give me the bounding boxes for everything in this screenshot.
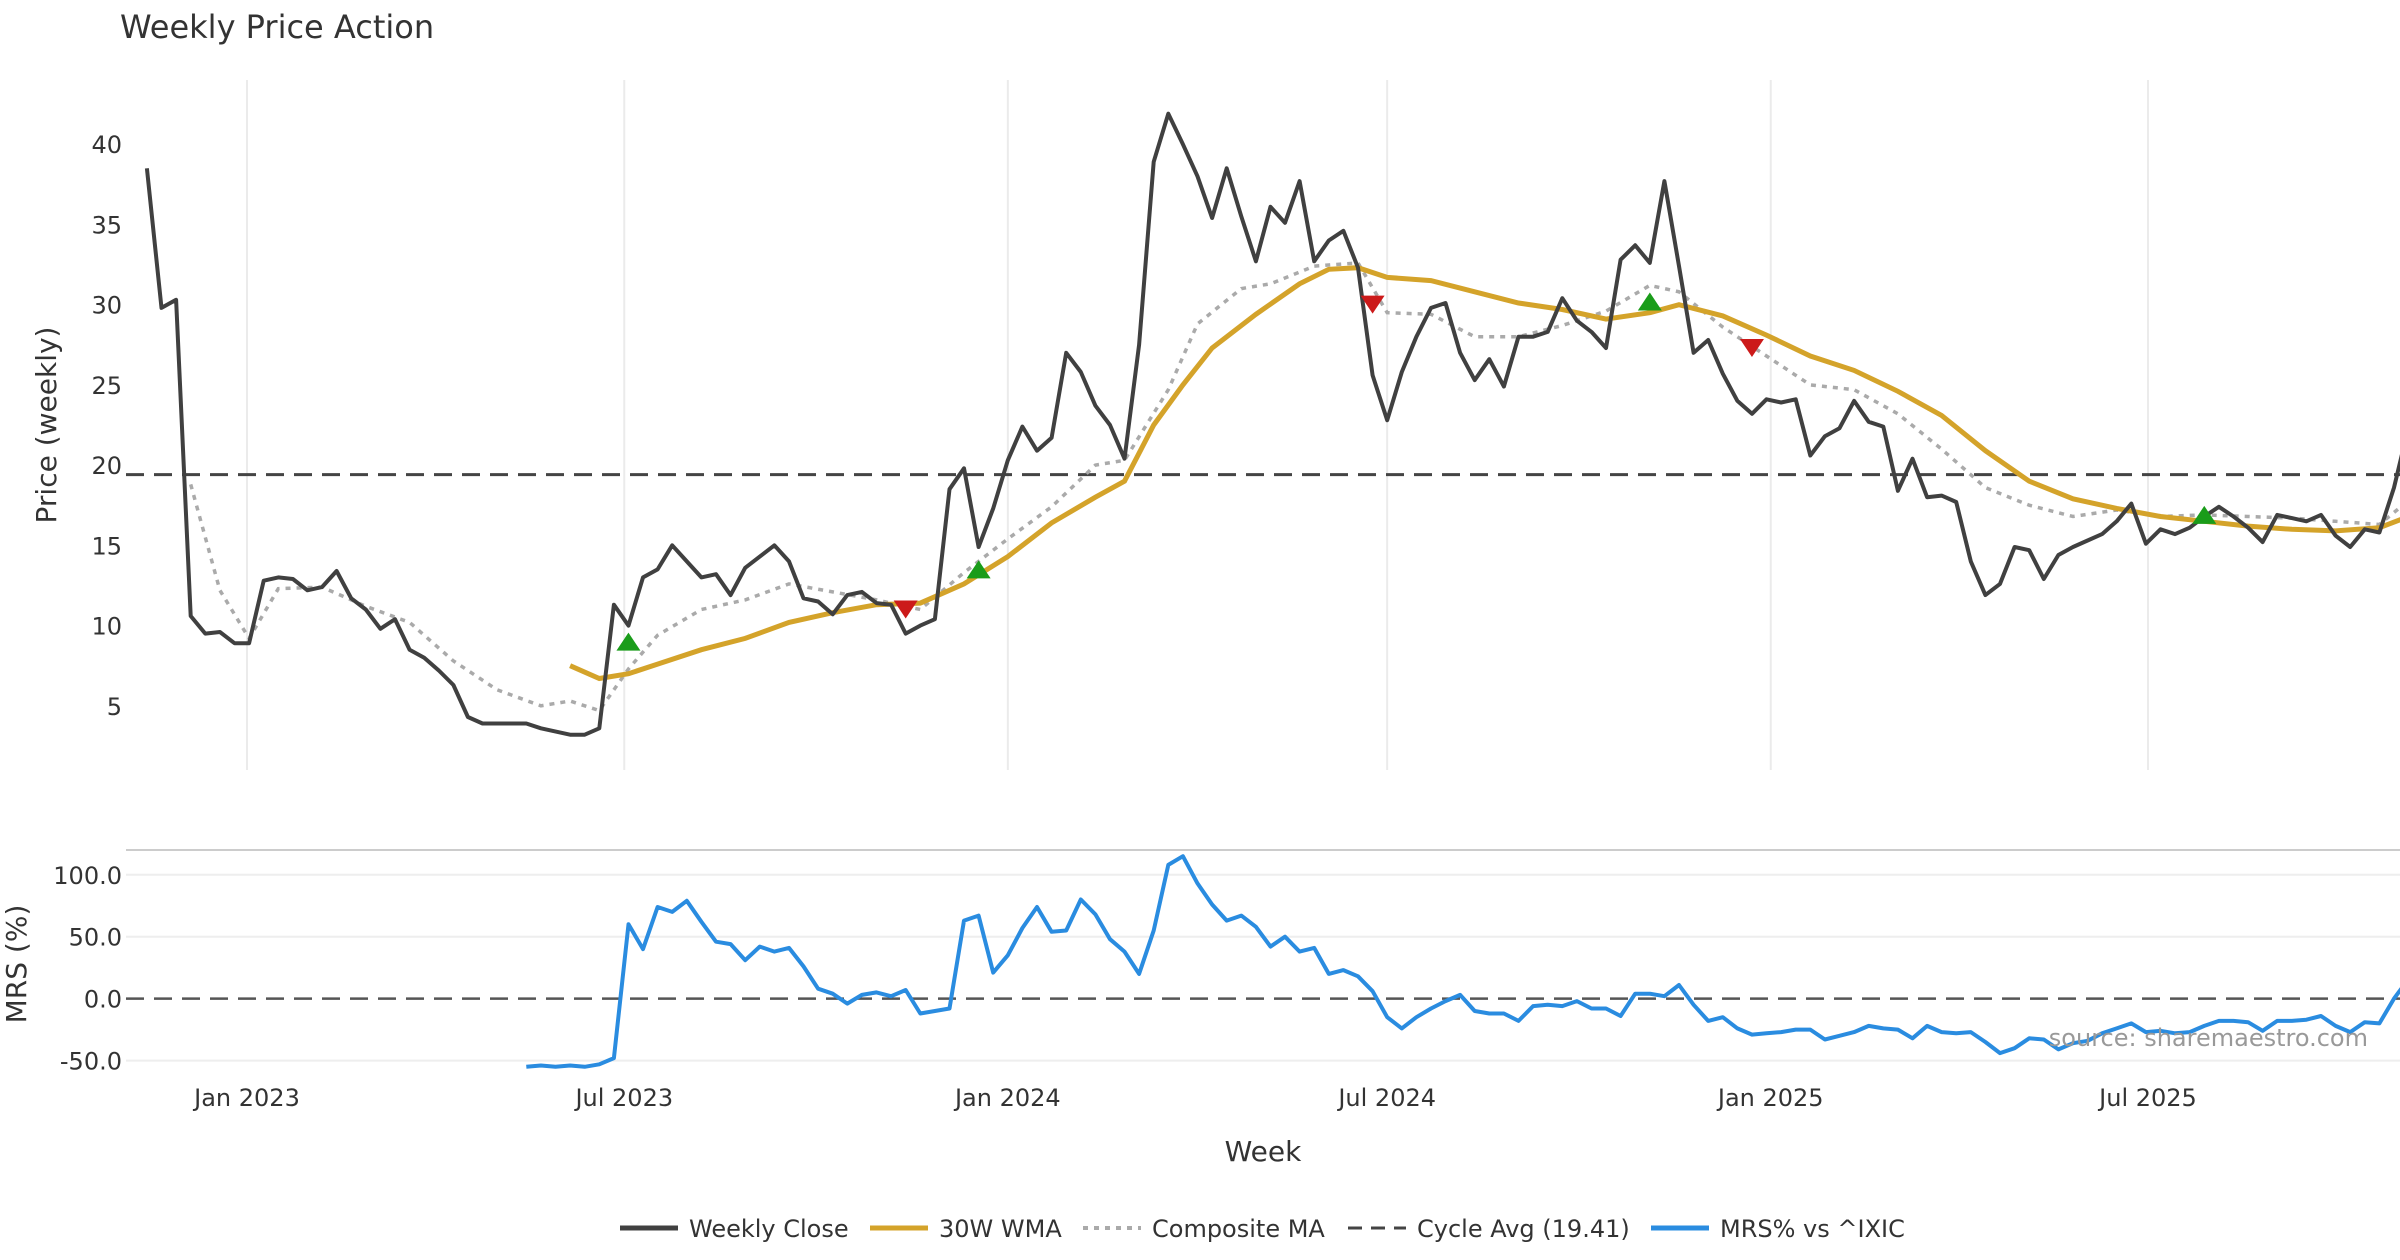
price-y-tick-label: 35 — [91, 211, 122, 239]
price-y-ticks: 5 10 15 20 25 30 35 40 — [91, 131, 122, 721]
price-y-tick-label: 5 — [107, 693, 122, 721]
legend: Weekly Close 30W WMA Composite MA Cycle Avg… — [620, 1215, 1905, 1243]
mrs-y-tick-label: -50.0 — [60, 1048, 122, 1076]
mrs-axis-label: MRS (%) — [0, 905, 33, 1024]
legend-label: 30W WMA — [939, 1215, 1062, 1243]
price-y-tick-label: 10 — [91, 613, 122, 641]
mrs-series — [526, 854, 2400, 1069]
x-tick-label: Jul 2023 — [573, 1084, 673, 1112]
mrs-y-tick-label: 100.0 — [53, 862, 122, 890]
price-y-tick-label: 25 — [91, 372, 122, 400]
buy-signal-marker — [1637, 292, 1662, 311]
x-tick-label: Jul 2024 — [1336, 1084, 1436, 1112]
x-axis-label: Week — [1225, 1135, 1302, 1168]
price-y-tick-label: 40 — [91, 131, 122, 159]
legend-label: MRS% vs ^IXIC — [1720, 1215, 1905, 1243]
composite-ma-line — [189, 261, 2400, 713]
price-grid — [246, 80, 2149, 770]
buy-signal-marker — [2192, 505, 2217, 524]
source-watermark: source: sharemaestro.com — [2049, 1024, 2368, 1052]
mrs-y-ticks: 100.0 50.0 0.0 -50.0 — [53, 862, 122, 1076]
mrs-y-tick-label: 0.0 — [84, 986, 122, 1014]
sell-signal-marker — [1739, 338, 1764, 357]
buy-signal-marker — [616, 632, 641, 651]
x-tick-label: Jan 2024 — [953, 1084, 1061, 1112]
price-y-tick-label: 20 — [91, 452, 122, 480]
legend-label: Composite MA — [1152, 1215, 1325, 1243]
x-tick-label: Jul 2025 — [2097, 1084, 2197, 1112]
legend-label: Cycle Avg (19.41) — [1417, 1215, 1630, 1243]
mrs-grid — [126, 873, 2400, 1062]
price-axis-label: Price (weekly) — [30, 327, 63, 524]
mrs-y-tick-label: 50.0 — [69, 924, 122, 952]
legend-label: Weekly Close — [689, 1215, 849, 1243]
chart-title: Weekly Price Action — [120, 8, 434, 46]
buy-signal-marker — [966, 560, 991, 579]
sell-signal-marker — [893, 600, 918, 619]
mrs-line — [526, 854, 2400, 1069]
signal-markers — [616, 292, 2217, 651]
weekly-close-line — [144, 111, 2400, 737]
sell-signal-marker — [1360, 295, 1385, 314]
x-tick-label: Jan 2025 — [1716, 1084, 1824, 1112]
x-tick-label: Jan 2023 — [192, 1084, 300, 1112]
price-y-tick-label: 30 — [91, 292, 122, 320]
price-series — [126, 111, 2400, 737]
price-y-tick-label: 15 — [91, 532, 122, 560]
x-ticks: Jan 2023 Jul 2023 Jan 2024 Jul 2024 Jan 2025… — [192, 1084, 2197, 1112]
